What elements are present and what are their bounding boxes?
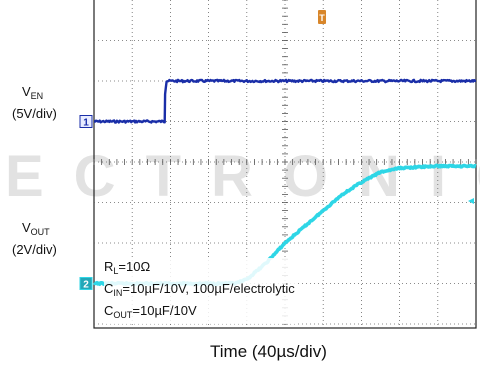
channel-2-marker xyxy=(79,277,93,290)
channel-1-marker-label: 1 xyxy=(83,118,89,129)
channel-1-sub: EN xyxy=(30,91,44,101)
channel-1-label: VEN xyxy=(22,84,43,104)
trigger-marker-icon xyxy=(318,10,326,24)
plot-grid xyxy=(93,0,477,329)
channel-2-sub: OUT xyxy=(30,227,50,237)
condition-cout: COUT=10µF/10V xyxy=(104,303,197,320)
channel-2-scale: (2V/div) xyxy=(12,242,57,257)
test-conditions: RL=10Ω CIN=10µF/10V, 100µF/electrolytic … xyxy=(104,258,295,324)
channel-2-name: V xyxy=(22,220,31,235)
condition-cin: CIN=10µF/10V, 100µF/electrolytic xyxy=(104,281,295,298)
channel-1-marker xyxy=(79,115,93,128)
channel-markers: 1 2 T xyxy=(79,10,474,291)
watermark-text: ECTRONIC xyxy=(5,144,480,209)
channel-2-label: VOUT xyxy=(22,220,50,240)
trigger-level-icon xyxy=(468,198,474,204)
trace-channel-1 xyxy=(93,78,477,124)
channel-1-name: V xyxy=(22,84,31,99)
condition-rl: RL=10Ω xyxy=(104,259,151,276)
x-axis-label: Time (40µs/div) xyxy=(210,342,327,361)
trigger-marker-label: T xyxy=(319,13,325,23)
channel-2-marker-label: 2 xyxy=(83,280,89,291)
channel-1-scale: (5V/div) xyxy=(12,106,57,121)
